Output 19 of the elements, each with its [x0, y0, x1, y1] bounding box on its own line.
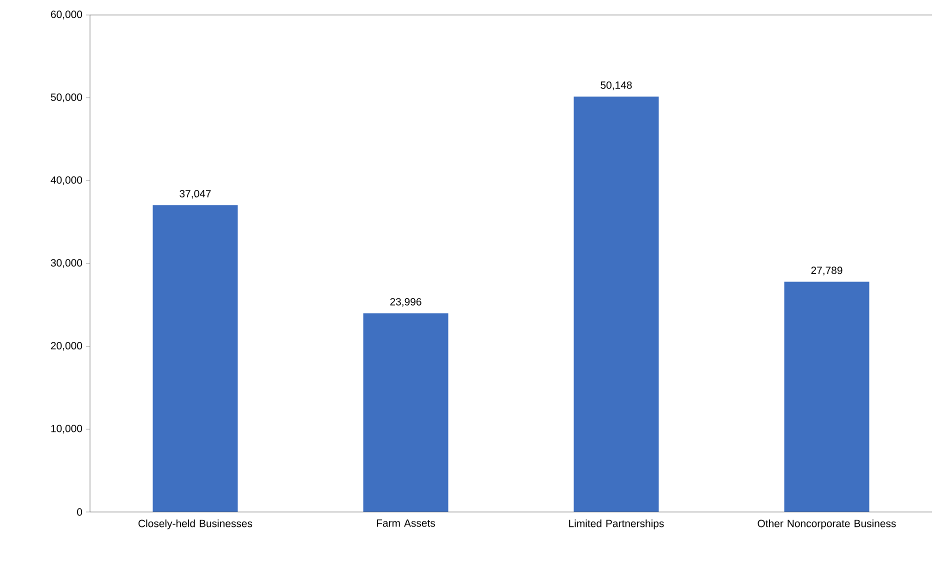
data-label: 50,148	[600, 81, 632, 90]
y-tick-label: 60,000	[51, 10, 82, 20]
y-tick-label: 10,000	[51, 424, 82, 434]
bar	[784, 282, 870, 512]
x-tick-label: Other Noncorporate Business	[758, 520, 896, 530]
x-tick-label: Farm Assets	[376, 520, 436, 527]
x-tick-label: Limited Partnerships	[569, 520, 664, 530]
y-tick-label: 50,000	[50, 94, 82, 102]
bar	[363, 313, 448, 512]
data-label: 27,789	[811, 266, 842, 276]
y-tick-label: 40,000	[50, 176, 82, 185]
bar	[574, 96, 659, 512]
bar	[152, 205, 238, 512]
data-label: 37,047	[180, 190, 211, 199]
y-tick-label: 0	[77, 508, 82, 516]
y-tick-label: 20,000	[51, 342, 82, 351]
x-tick-label: Closely-held Businesses	[138, 520, 252, 530]
data-label: 23,996	[390, 298, 422, 307]
y-tick-label: 30,000	[50, 259, 82, 268]
